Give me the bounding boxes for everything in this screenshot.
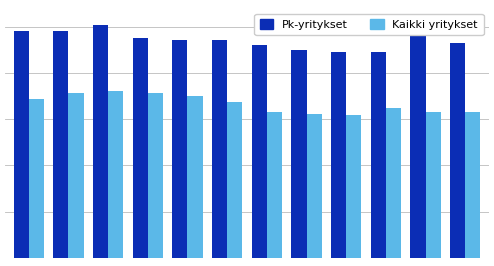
- Bar: [371, 52, 386, 258]
- Bar: [14, 31, 29, 258]
- Bar: [411, 29, 425, 258]
- Bar: [450, 43, 465, 258]
- Bar: [465, 112, 480, 258]
- Bar: [227, 102, 242, 258]
- Legend: Pk-yritykset, Kaikki yritykset: Pk-yritykset, Kaikki yritykset: [254, 14, 484, 35]
- Bar: [93, 25, 108, 258]
- Bar: [148, 93, 163, 258]
- Bar: [29, 99, 44, 258]
- Bar: [306, 114, 322, 258]
- Bar: [291, 50, 306, 258]
- Bar: [425, 112, 441, 258]
- Bar: [212, 40, 227, 258]
- Bar: [386, 108, 401, 258]
- Bar: [108, 91, 123, 258]
- Bar: [133, 38, 148, 258]
- Bar: [188, 96, 203, 258]
- Bar: [267, 112, 282, 258]
- Bar: [346, 115, 361, 258]
- Bar: [69, 93, 83, 258]
- Bar: [331, 52, 346, 258]
- Bar: [53, 31, 69, 258]
- Bar: [172, 40, 188, 258]
- Bar: [252, 45, 267, 258]
